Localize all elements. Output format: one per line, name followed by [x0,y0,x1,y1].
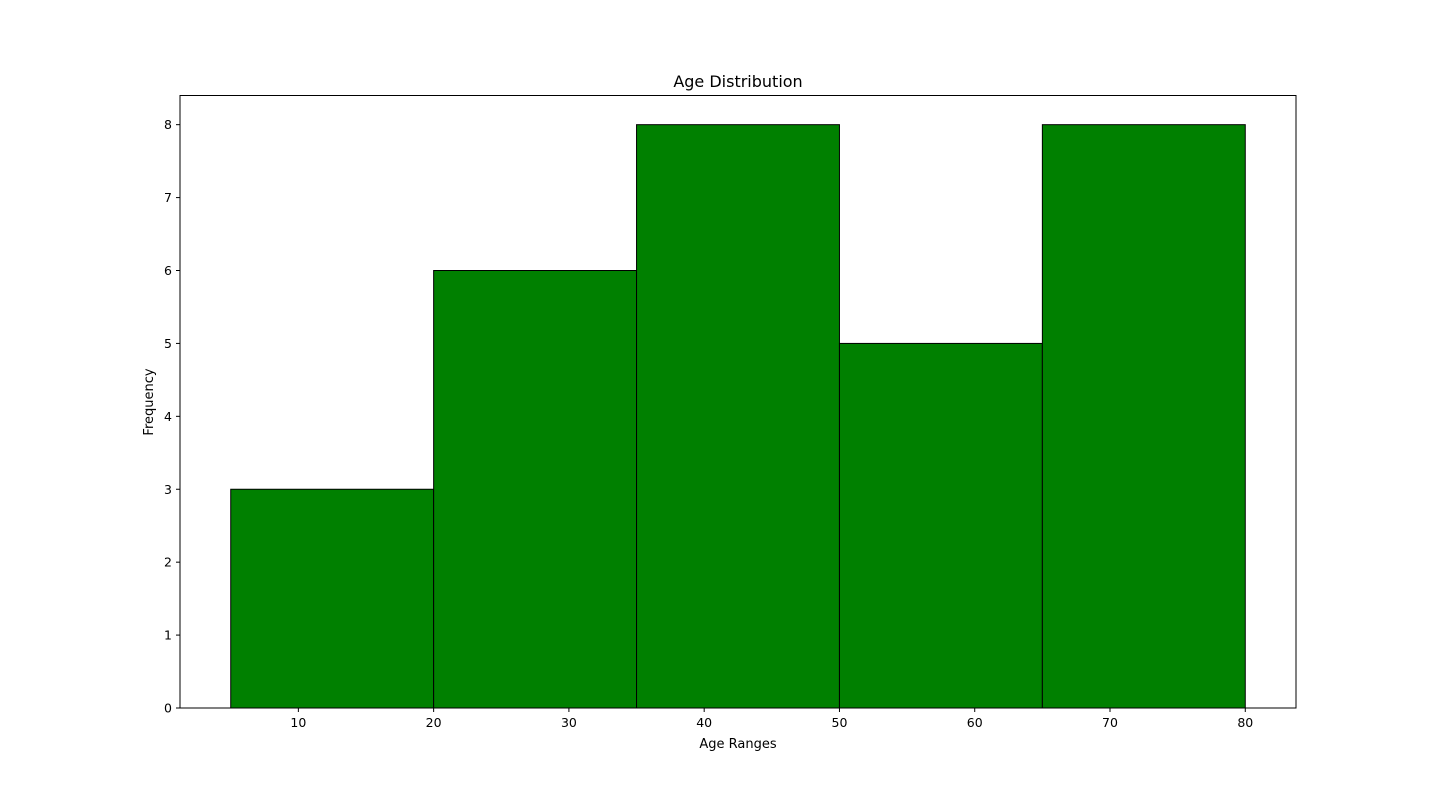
plot-frame [179,95,1297,709]
x-tick-label: 30 [561,715,577,730]
y-tick-label: 6 [164,263,172,278]
histogram-bar-3 [636,124,840,709]
chart-title: Age Distribution [673,72,802,91]
y-axis-ticks: 0 1 2 3 4 5 6 7 8 [164,117,180,716]
y-tick-label: 0 [164,701,172,716]
x-tick-label: 20 [426,715,442,730]
x-tick-label: 50 [832,715,848,730]
y-tick-label: 1 [164,628,172,643]
x-axis-ticks: 10 20 30 40 50 60 70 80 [290,708,1253,730]
y-tick-label: 7 [164,190,172,205]
histogram-bar-1 [230,488,435,709]
y-tick-label: 2 [164,555,172,570]
y-tick-label: 4 [164,409,172,424]
y-tick-label: 3 [164,482,172,497]
x-tick-label: 60 [967,715,983,730]
histogram-bar-5 [1041,124,1246,709]
y-axis-label: Frequency [142,368,157,435]
y-tick-label: 5 [164,336,172,351]
y-tick-label: 8 [164,117,172,132]
x-tick-label: 70 [1102,715,1118,730]
x-tick-label: 80 [1237,715,1253,730]
histogram-bar-4 [838,342,1043,709]
histogram-bar-2 [433,270,638,709]
x-tick-label: 40 [696,715,712,730]
bars-layer [230,124,1246,709]
x-tick-label: 10 [290,715,306,730]
x-axis-label: Age Ranges [699,737,776,752]
